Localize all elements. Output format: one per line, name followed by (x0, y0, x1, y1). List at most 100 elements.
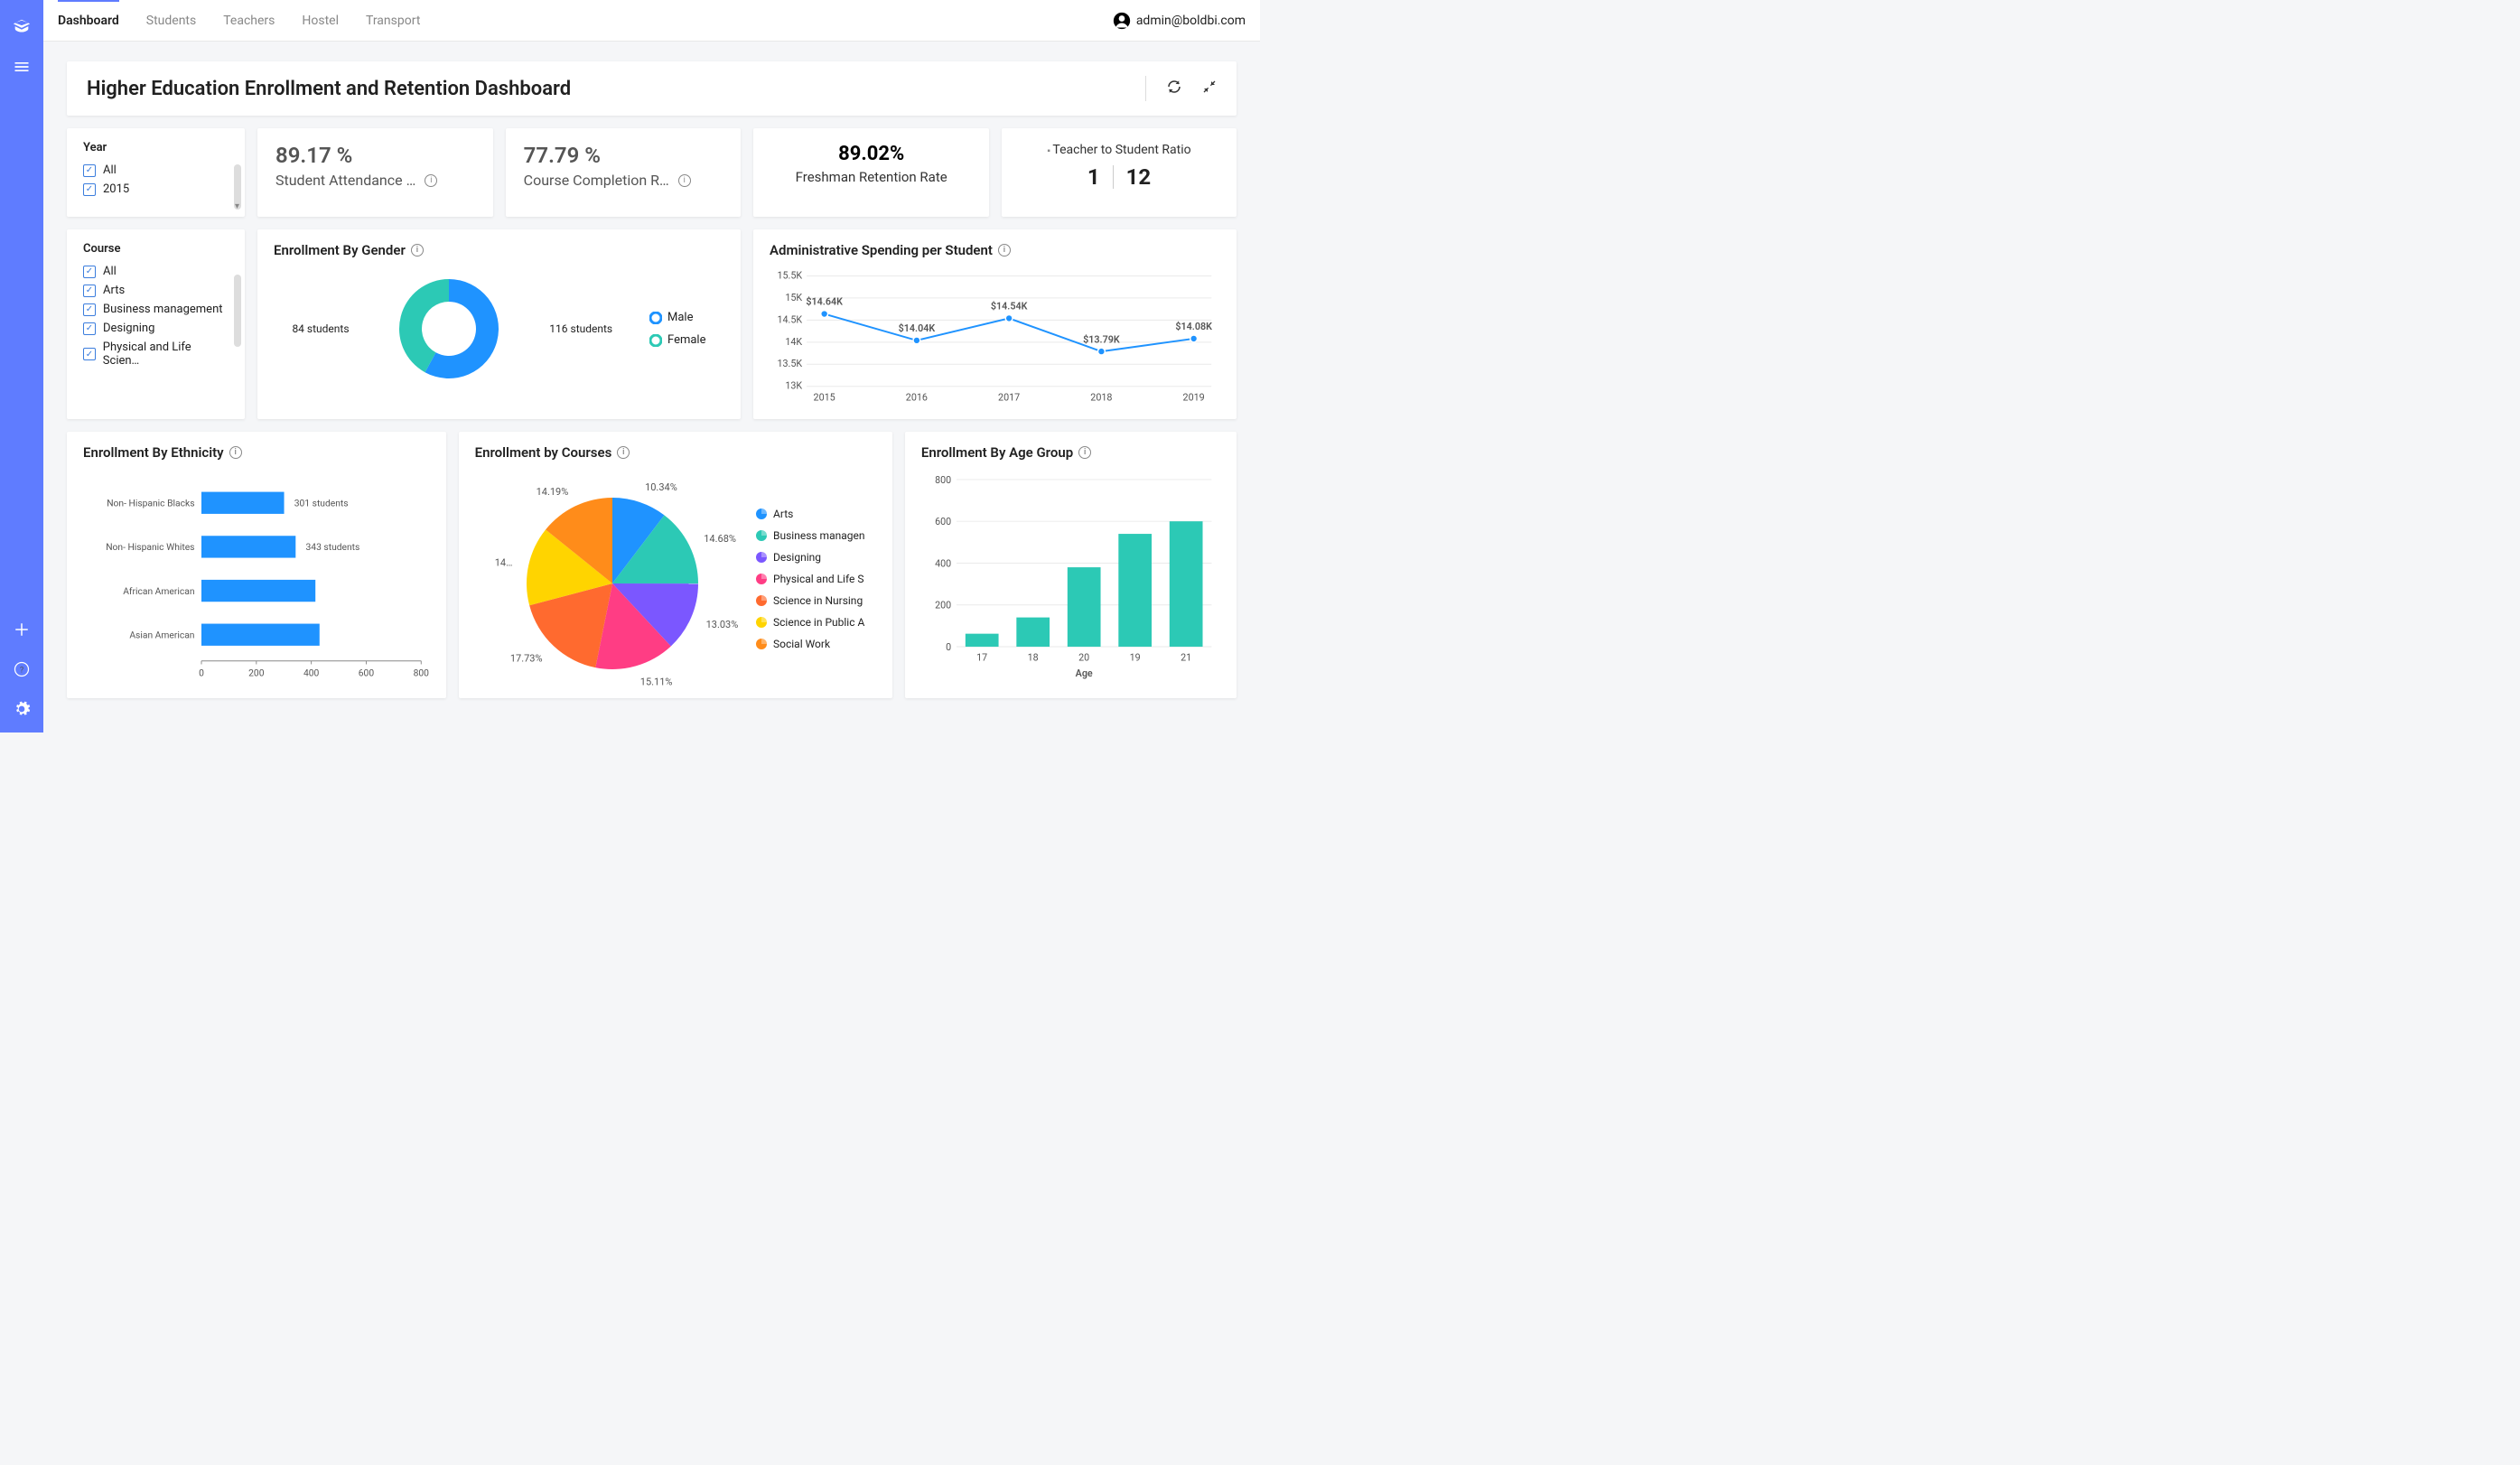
kpi-attendance: 89.17 % Student Attendance …i (257, 128, 493, 217)
tab-teachers[interactable]: Teachers (223, 2, 275, 40)
course-filter-card: Course ✓All ✓Arts ✓Business management ✓Des… (67, 229, 245, 419)
svg-text:600: 600 (359, 667, 375, 679)
age-chart-card: Enrollment By Age Group i 0 200 400 600 800 17… (905, 432, 1237, 698)
donut-label-right: 116 students (549, 322, 612, 335)
tab-hostel[interactable]: Hostel (302, 2, 339, 40)
line-chart: 13K13.5K14K14.5K15K15.5K2015201620172018… (770, 266, 1220, 406)
filter-option[interactable]: ✓Designing (83, 322, 229, 335)
pie-chart: 10.34%14.68%13.03%15.11%17.73%14…14.19% (486, 468, 739, 689)
svg-text:African American: African American (123, 585, 194, 597)
svg-text:14.68%: 14.68% (704, 533, 736, 545)
info-icon[interactable]: i (998, 244, 1011, 257)
svg-text:20: 20 (1078, 652, 1089, 664)
svg-text:$14.08K: $14.08K (1175, 321, 1212, 332)
svg-text:200: 200 (248, 667, 265, 679)
filter-option[interactable]: ✓Physical and Life Scien… (83, 341, 229, 368)
legend-item: Male (649, 311, 705, 324)
filter-option[interactable]: ✓2015 (83, 182, 229, 196)
logo-icon[interactable] (11, 16, 33, 38)
kpi-value: 89.17 % (275, 143, 475, 168)
svg-text:2016: 2016 (906, 391, 928, 403)
svg-text:301 students: 301 students (294, 497, 349, 509)
svg-text:2019: 2019 (1183, 391, 1205, 403)
legend-item: Science in Nursing (755, 594, 865, 607)
legend-item: Social Work (755, 638, 865, 650)
ratio-right: 12 (1126, 164, 1152, 190)
svg-text:800: 800 (935, 474, 951, 486)
svg-text:800: 800 (414, 667, 430, 679)
legend-item: Science in Public A (755, 616, 865, 629)
legend-item: Physical and Life S (755, 573, 865, 585)
svg-text:?: ? (20, 666, 23, 675)
year-filter-card: Year ✓All✓2015 ▾ (67, 128, 245, 217)
svg-text:21: 21 (1181, 652, 1191, 664)
legend-item: Female (649, 333, 705, 347)
pie-legend: ArtsBusiness managenDesigningPhysical an… (755, 508, 865, 650)
user-email: admin@boldbi.com (1136, 14, 1246, 28)
svg-text:$14.54K: $14.54K (991, 301, 1028, 313)
legend-item: Business managen (755, 529, 865, 542)
svg-text:$14.04K: $14.04K (899, 322, 936, 334)
filter-option[interactable]: ✓All (83, 163, 229, 177)
kpi-completion: 77.79 % Course Completion R…i (506, 128, 742, 217)
help-icon[interactable]: ? (11, 658, 33, 680)
svg-text:14.19%: 14.19% (537, 486, 569, 498)
gear-icon[interactable] (11, 698, 33, 720)
kpi-value: 89.02% (771, 143, 971, 165)
filter-option[interactable]: ✓All (83, 265, 229, 278)
info-icon[interactable]: i (617, 446, 630, 459)
info-icon[interactable]: i (411, 244, 424, 257)
svg-text:Non- Hispanic Blacks: Non- Hispanic Blacks (107, 497, 194, 509)
svg-text:200: 200 (935, 600, 951, 611)
scrollbar[interactable] (234, 275, 241, 347)
svg-text:17: 17 (976, 652, 987, 664)
svg-text:Asian American: Asian American (129, 629, 194, 640)
ratio-left: 1 (1087, 164, 1100, 190)
svg-text:400: 400 (935, 557, 951, 569)
chart-title: Enrollment By Age Group (921, 444, 1073, 461)
plus-icon[interactable] (11, 619, 33, 640)
chart-title: Enrollment By Ethnicity (83, 444, 224, 461)
svg-text:343 students: 343 students (306, 541, 360, 553)
filter-option[interactable]: ✓Arts (83, 284, 229, 297)
svg-text:15K: 15K (785, 292, 802, 303)
refresh-icon[interactable] (1166, 79, 1182, 98)
ratio-title: Teacher to Student Ratio (1052, 143, 1190, 157)
chart-title: Administrative Spending per Student (770, 242, 993, 258)
svg-text:$14.64K: $14.64K (806, 296, 843, 308)
user-menu[interactable]: admin@boldbi.com (1113, 12, 1246, 30)
svg-text:13.5K: 13.5K (777, 358, 802, 369)
svg-text:2015: 2015 (814, 391, 835, 403)
menu-icon[interactable] (11, 56, 33, 78)
kpi-retention: 89.02% Freshman Retention Rate (753, 128, 989, 217)
chevron-down-icon[interactable]: ▾ (235, 201, 239, 211)
info-icon[interactable]: i (1078, 446, 1091, 459)
course-filter-title: Course (83, 242, 229, 256)
nav-tabs: Dashboard Students Teachers Hostel Transport (58, 2, 420, 40)
svg-text:$13.79K: $13.79K (1083, 333, 1120, 345)
kpi-ratio: ▪ Teacher to Student Ratio 1 12 (1002, 128, 1237, 217)
tab-students[interactable]: Students (146, 2, 196, 40)
svg-text:13.03%: 13.03% (706, 619, 739, 630)
chart-title: Enrollment By Gender (274, 242, 406, 258)
svg-text:Age: Age (1076, 667, 1093, 679)
tab-transport[interactable]: Transport (366, 2, 420, 40)
svg-text:400: 400 (303, 667, 320, 679)
top-nav: Dashboard Students Teachers Hostel Transport… (43, 0, 1260, 42)
info-icon[interactable]: i (229, 446, 242, 459)
info-icon[interactable]: i (425, 174, 437, 187)
vbar-chart: 02004006008001718201921Age (921, 468, 1220, 689)
gender-legend: Male Female (649, 311, 705, 347)
ethnicity-chart-card: Enrollment By Ethnicity i Non- Hispanic B… (67, 432, 446, 698)
collapse-icon[interactable] (1202, 79, 1217, 98)
svg-text:600: 600 (935, 516, 951, 527)
svg-text:14K: 14K (785, 336, 802, 348)
donut-chart (386, 266, 512, 392)
svg-text:0: 0 (946, 641, 951, 653)
filter-option[interactable]: ✓Business management (83, 303, 229, 316)
spending-chart-card: Administrative Spending per Studenti 13K… (753, 229, 1237, 419)
info-icon[interactable]: i (678, 174, 691, 187)
svg-text:17.73%: 17.73% (510, 652, 543, 664)
svg-text:14…: 14… (495, 556, 513, 568)
tab-dashboard[interactable]: Dashboard (58, 0, 119, 40)
